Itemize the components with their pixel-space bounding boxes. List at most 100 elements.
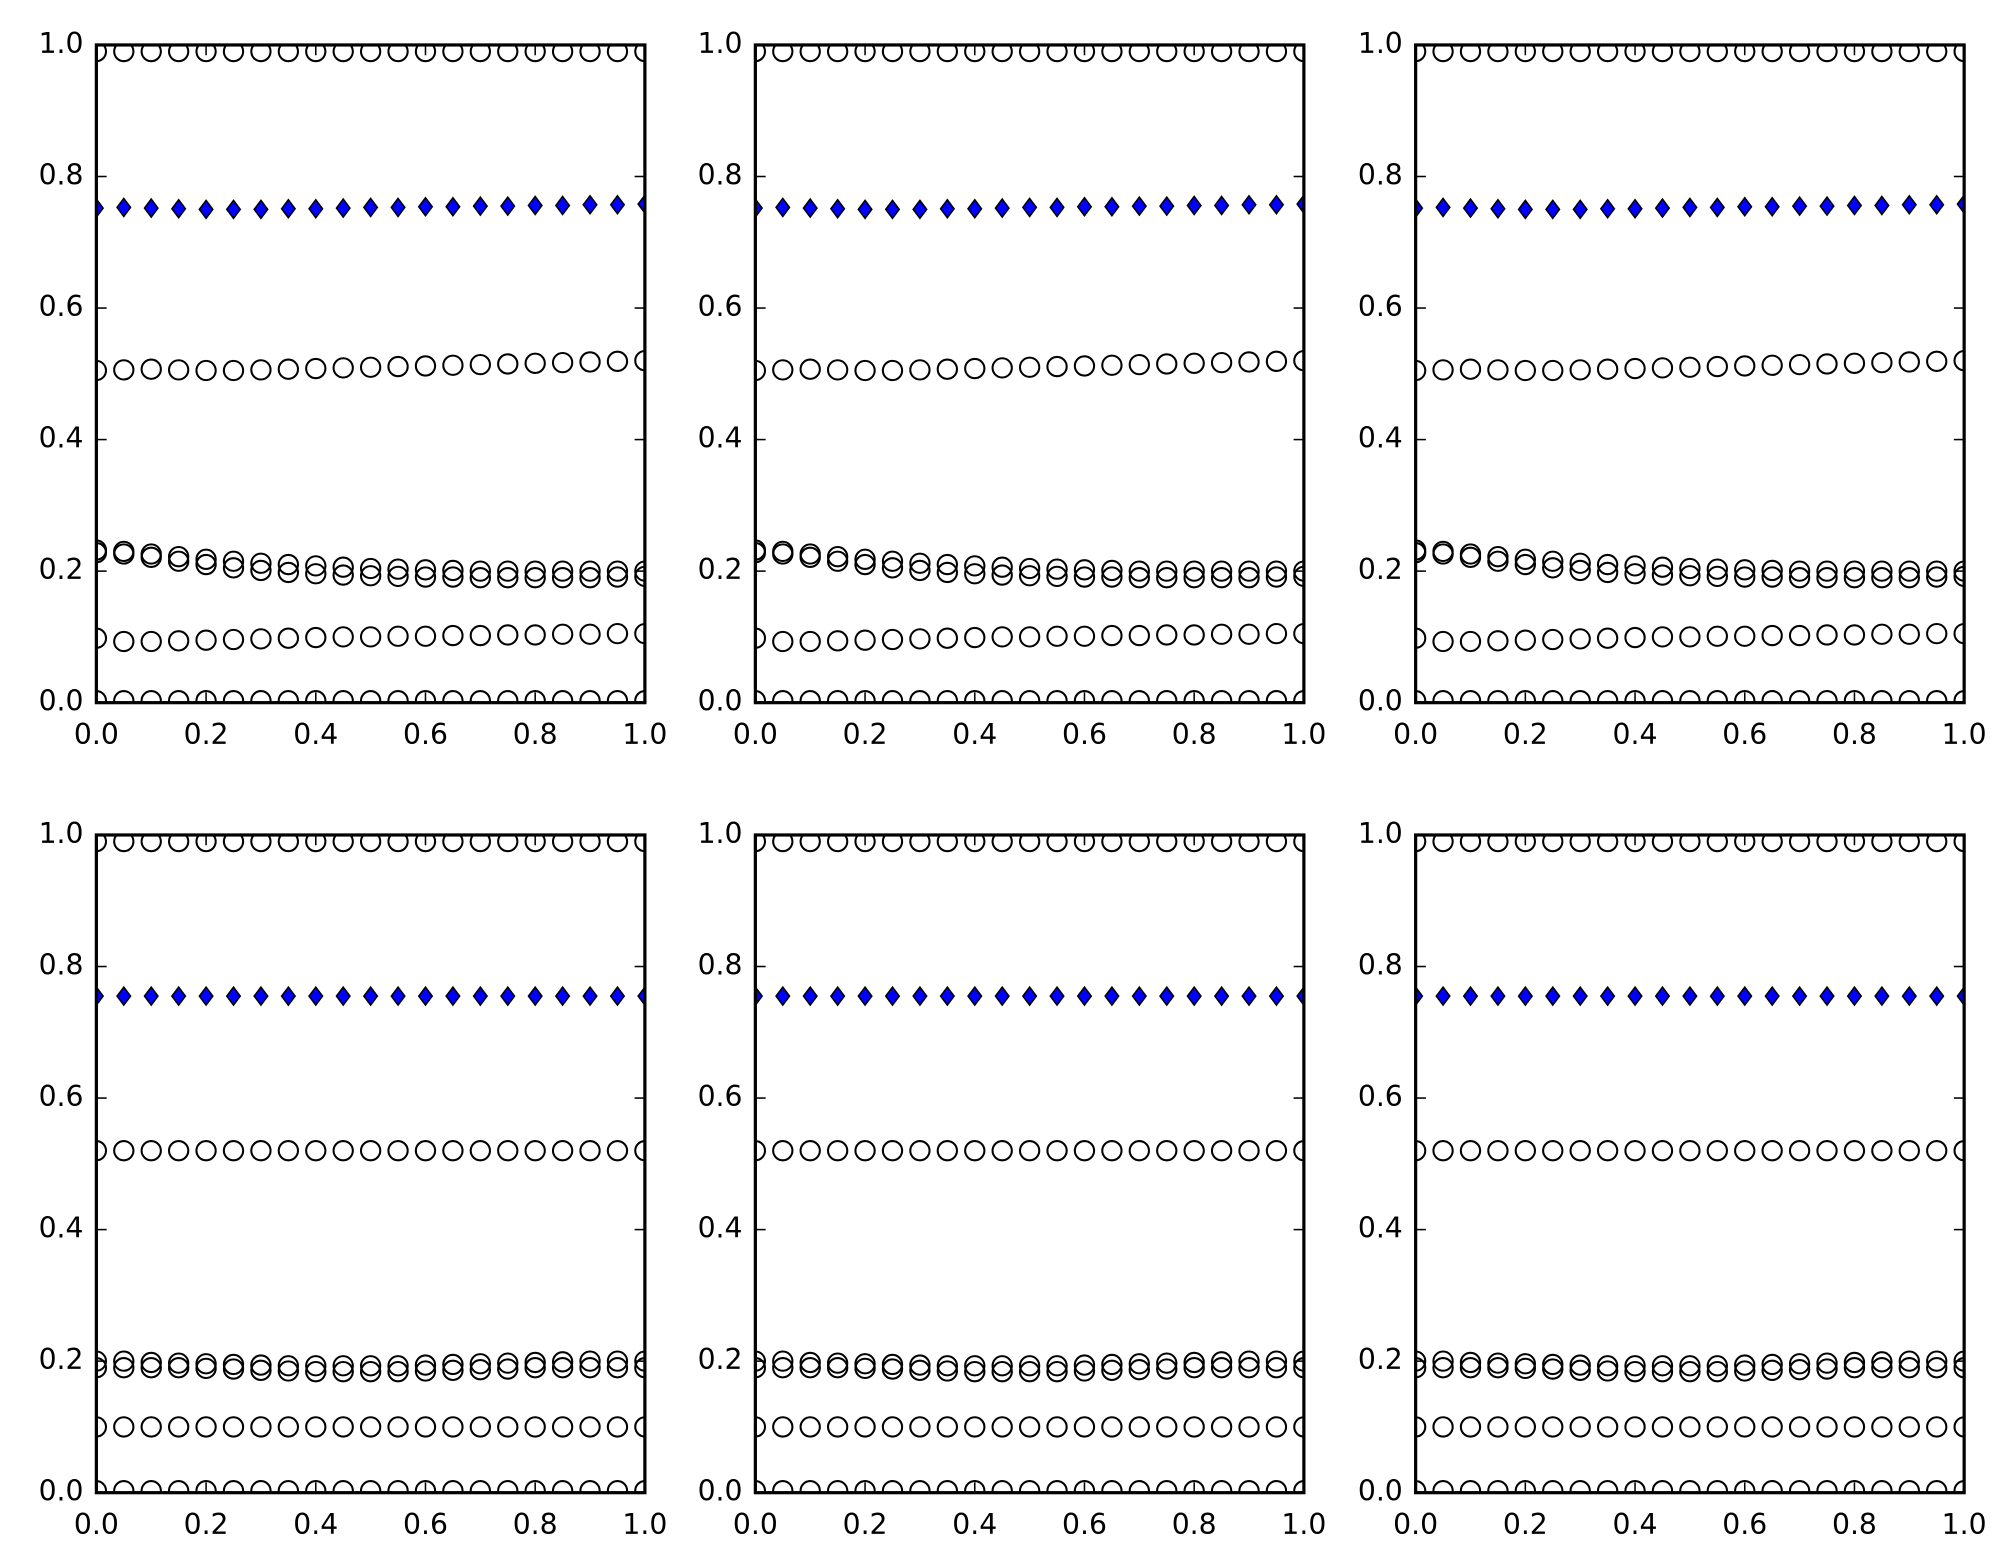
diamond-marker xyxy=(994,197,1010,219)
circle-marker xyxy=(1596,1360,1619,1382)
circle-marker xyxy=(1871,567,1893,589)
circle-marker xyxy=(579,1416,601,1438)
diamond-marker xyxy=(527,985,543,1007)
circle-marker xyxy=(305,44,327,63)
circle-marker xyxy=(1898,623,1920,645)
circle-marker xyxy=(332,357,354,379)
circle-marker xyxy=(1046,44,1068,63)
circle-marker xyxy=(1514,834,1536,853)
circle-marker xyxy=(1293,349,1304,372)
circle-marker xyxy=(1046,1416,1068,1438)
circle-marker xyxy=(826,44,849,63)
circle-marker xyxy=(113,44,135,63)
circle-marker xyxy=(1843,560,1866,582)
circle-marker xyxy=(799,630,821,653)
circle-marker xyxy=(1843,1416,1866,1438)
circle-marker xyxy=(1415,542,1427,564)
diamond-marker xyxy=(1929,194,1945,216)
circle-marker xyxy=(755,1480,767,1493)
circle-marker xyxy=(579,623,601,645)
circle-marker xyxy=(387,558,409,580)
circle-marker xyxy=(96,1416,108,1438)
diamond-marker xyxy=(143,197,159,219)
circle-marker xyxy=(497,44,519,63)
circle-marker xyxy=(1046,355,1068,378)
circle-marker xyxy=(1788,834,1811,853)
circle-marker xyxy=(277,44,300,63)
circle-marker xyxy=(414,559,437,581)
circle-marker xyxy=(1101,690,1123,703)
circle-marker xyxy=(936,44,959,63)
circle-marker xyxy=(1101,624,1123,647)
circle-marker xyxy=(1953,622,1965,645)
circle-marker xyxy=(387,1355,409,1377)
circle-marker xyxy=(96,1140,108,1162)
circle-marker xyxy=(1487,545,1509,568)
circle-marker xyxy=(359,1355,382,1377)
circle-marker xyxy=(250,834,272,853)
diamond-marker xyxy=(308,985,324,1007)
circle-marker xyxy=(1018,1416,1041,1438)
circle-marker xyxy=(305,1140,327,1162)
plot-area xyxy=(1415,834,1965,1493)
circle-marker xyxy=(359,1480,382,1493)
circle-marker xyxy=(1514,629,1536,651)
circle-marker xyxy=(250,552,272,574)
circle-marker xyxy=(854,690,876,703)
circle-marker xyxy=(1734,1480,1756,1493)
diamond-marker xyxy=(939,198,956,220)
circle-marker xyxy=(1459,1480,1482,1493)
circle-marker xyxy=(332,44,354,63)
circle-marker xyxy=(1679,690,1701,703)
circle-marker xyxy=(524,1351,546,1374)
circle-marker xyxy=(772,690,794,703)
circle-marker xyxy=(1101,1359,1123,1382)
circle-marker xyxy=(1432,543,1454,565)
circle-marker xyxy=(1514,690,1536,703)
circle-marker xyxy=(634,1140,645,1162)
circle-marker xyxy=(551,690,574,703)
circle-marker xyxy=(1734,44,1756,63)
circle-marker xyxy=(359,557,382,580)
circle-marker xyxy=(1265,566,1288,588)
diamond-marker xyxy=(362,985,379,1007)
circle-marker xyxy=(1265,834,1288,853)
circle-marker xyxy=(1018,557,1041,580)
circle-marker xyxy=(1596,627,1619,649)
circle-marker xyxy=(964,1480,986,1493)
circle-marker xyxy=(579,690,601,703)
diamond-marker xyxy=(116,197,132,218)
diamond-marker xyxy=(775,197,791,218)
circle-marker xyxy=(1432,359,1454,381)
circle-marker xyxy=(881,1358,904,1380)
diamond-marker xyxy=(335,197,351,219)
circle-marker xyxy=(579,351,601,373)
y-tick-label: 0.0 xyxy=(1358,1475,1403,1508)
x-tick-label: 0.8 xyxy=(1832,718,1877,751)
circle-marker xyxy=(1487,1140,1509,1162)
circle-marker xyxy=(1073,1360,1096,1382)
circle-marker xyxy=(1542,834,1564,853)
circle-marker xyxy=(854,44,876,63)
diamond-marker xyxy=(1627,198,1643,220)
y-tick-label: 0.2 xyxy=(1358,1343,1403,1376)
circle-marker xyxy=(359,565,382,587)
circle-marker xyxy=(1596,690,1619,703)
circle-marker xyxy=(1183,1357,1205,1379)
circle-marker xyxy=(826,550,849,572)
circle-marker xyxy=(1487,690,1509,703)
circle-marker xyxy=(1953,44,1965,63)
circle-marker xyxy=(606,1350,629,1372)
diamond-marker xyxy=(1599,985,1616,1007)
x-tick-label: 0.0 xyxy=(74,1508,119,1541)
circle-marker xyxy=(881,690,904,703)
x-tick-label: 1.0 xyxy=(1281,1508,1326,1541)
circle-marker xyxy=(524,834,546,853)
circle-marker xyxy=(1624,357,1646,380)
diamond-marker xyxy=(582,985,598,1007)
circle-marker xyxy=(1706,1140,1728,1162)
diamond-marker xyxy=(637,193,645,215)
x-tick-label: 1.0 xyxy=(1942,718,1987,751)
circle-marker xyxy=(140,690,162,703)
